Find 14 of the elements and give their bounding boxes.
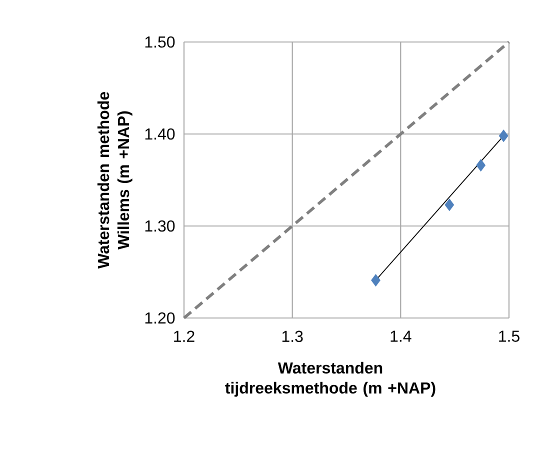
point <box>371 274 380 286</box>
x-tick-label: 1.2 <box>174 330 194 342</box>
x-axis-title: Waterstanden tijdreeksmethode (m +NAP) <box>225 362 436 397</box>
y-tick-label: 1.40 <box>145 128 175 140</box>
point <box>444 198 454 211</box>
x-tick-label: 1.4 <box>390 330 412 342</box>
y-tick-label: 1.20 <box>145 312 175 324</box>
point <box>498 130 508 142</box>
point <box>476 159 486 172</box>
x-tick-label: 1.3 <box>282 330 303 342</box>
y-axis-title: Waterstanden methode Willems (m +NAP) <box>97 92 132 269</box>
y-tick-label: 1.30 <box>145 220 175 232</box>
y-tick-label: 1.50 <box>145 36 175 48</box>
x-tick-label: 1.5 <box>499 330 520 342</box>
